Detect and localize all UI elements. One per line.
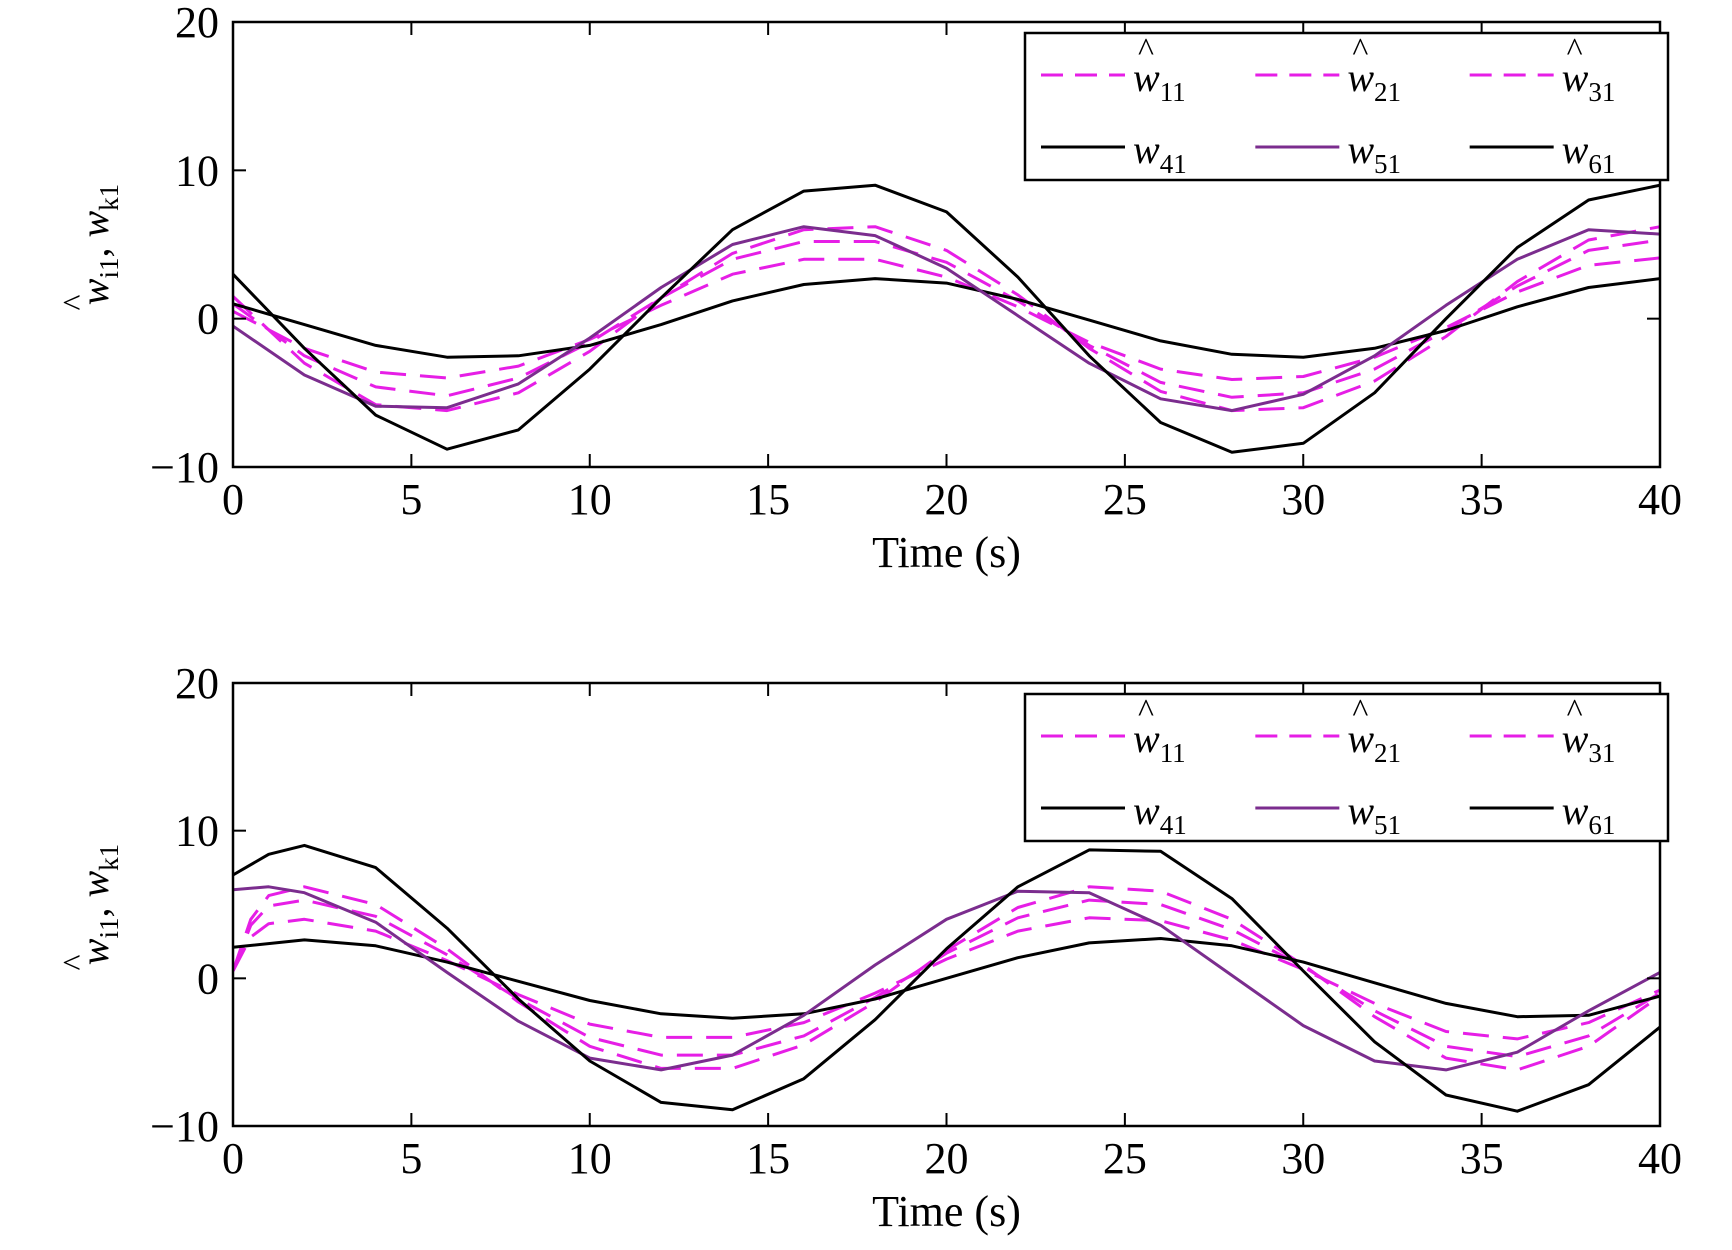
x-tick-label: 0 — [222, 475, 244, 524]
series-group — [233, 183, 1660, 454]
x-axis-label: Time (s) — [872, 1187, 1021, 1236]
legend-label: w61 — [1562, 788, 1616, 840]
series-group — [233, 843, 1660, 1113]
legend-entry-61: w61 — [1469, 788, 1616, 840]
x-tick-label: 5 — [400, 475, 422, 524]
legend-hat: ^ — [1138, 32, 1154, 69]
y-tick-label: 10 — [175, 807, 219, 856]
y-tick-label: 20 — [175, 0, 219, 47]
x-tick-label: 25 — [1103, 1134, 1147, 1183]
y-tick-label: 20 — [175, 659, 219, 708]
series-line-41 — [233, 277, 1660, 359]
series-line-51 — [233, 225, 1660, 413]
y-tick-label: 10 — [175, 146, 219, 195]
legend: w11^w21^w31^w41 w51 w61 — [1023, 31, 1670, 182]
y-axis-label: wi1, wk1 — [72, 184, 124, 305]
legend-box — [1023, 692, 1670, 843]
series-line-41 — [233, 937, 1660, 1020]
legend-box — [1023, 31, 1670, 182]
y-label-hat: ^ — [57, 294, 94, 310]
series-line-11 — [233, 225, 1660, 413]
legend-entry-11: w11^ — [1041, 32, 1186, 107]
legend-entry-21: w21^ — [1255, 32, 1401, 107]
y-tick-label: 0 — [197, 295, 219, 344]
legend-entry-41: w41 — [1041, 127, 1187, 179]
x-tick-label: 35 — [1460, 475, 1504, 524]
x-tick-label: 20 — [925, 1134, 969, 1183]
legend-label: w41 — [1133, 127, 1187, 179]
x-tick-label: 30 — [1281, 1134, 1325, 1183]
legend-label: w31 — [1562, 716, 1616, 768]
x-tick-label: 20 — [925, 475, 969, 524]
legend-entry-31: w31^ — [1469, 693, 1616, 768]
x-tick-label: 40 — [1638, 1134, 1682, 1183]
legend-hat: ^ — [1567, 693, 1583, 730]
legend-hat: ^ — [1352, 32, 1368, 69]
x-tick-label: 10 — [568, 475, 612, 524]
y-tick-label: 0 — [197, 954, 219, 1003]
legend-label: w61 — [1562, 127, 1616, 179]
x-tick-label: 15 — [746, 1134, 790, 1183]
legend-hat: ^ — [1567, 32, 1583, 69]
series-line-31 — [233, 916, 1660, 1041]
x-tick-label: 15 — [746, 475, 790, 524]
legend-label: w41 — [1133, 788, 1187, 840]
legend-label: w11 — [1133, 55, 1186, 107]
legend-hat: ^ — [1352, 693, 1368, 730]
legend-entry-51: w51 — [1255, 127, 1401, 179]
legend: w11^w21^w31^w41 w51 w61 — [1023, 692, 1670, 843]
legend-label: w51 — [1347, 127, 1401, 179]
legend-entry-21: w21^ — [1255, 693, 1401, 768]
legend-entry-31: w31^ — [1469, 32, 1616, 107]
x-tick-label: 25 — [1103, 475, 1147, 524]
x-tick-label: 30 — [1281, 475, 1325, 524]
legend-entry-41: w41 — [1041, 788, 1187, 840]
legend-label: w11 — [1133, 716, 1186, 768]
series-line-51 — [233, 885, 1660, 1072]
legend-label: w31 — [1562, 55, 1616, 107]
series-line-11 — [233, 885, 1660, 1072]
legend-label: w21 — [1347, 716, 1401, 768]
x-tick-label: 40 — [1638, 475, 1682, 524]
y-tick-label: −10 — [150, 443, 219, 492]
legend-hat: ^ — [1138, 693, 1154, 730]
x-tick-label: 35 — [1460, 1134, 1504, 1183]
legend-entry-11: w11^ — [1041, 693, 1186, 768]
x-tick-label: 10 — [568, 1134, 612, 1183]
y-axis-label: wi1, wk1 — [72, 844, 124, 965]
series-line-61 — [233, 183, 1660, 454]
legend-entry-61: w61 — [1469, 127, 1616, 179]
x-tick-label: 0 — [222, 1134, 244, 1183]
legend-entry-51: w51 — [1255, 788, 1401, 840]
x-axis-label: Time (s) — [872, 528, 1021, 577]
legend-label: w51 — [1347, 788, 1401, 840]
y-label-hat: ^ — [57, 954, 94, 970]
y-tick-label: −10 — [150, 1102, 219, 1151]
series-line-61 — [233, 843, 1660, 1113]
x-tick-label: 5 — [400, 1134, 422, 1183]
legend-label: w21 — [1347, 55, 1401, 107]
